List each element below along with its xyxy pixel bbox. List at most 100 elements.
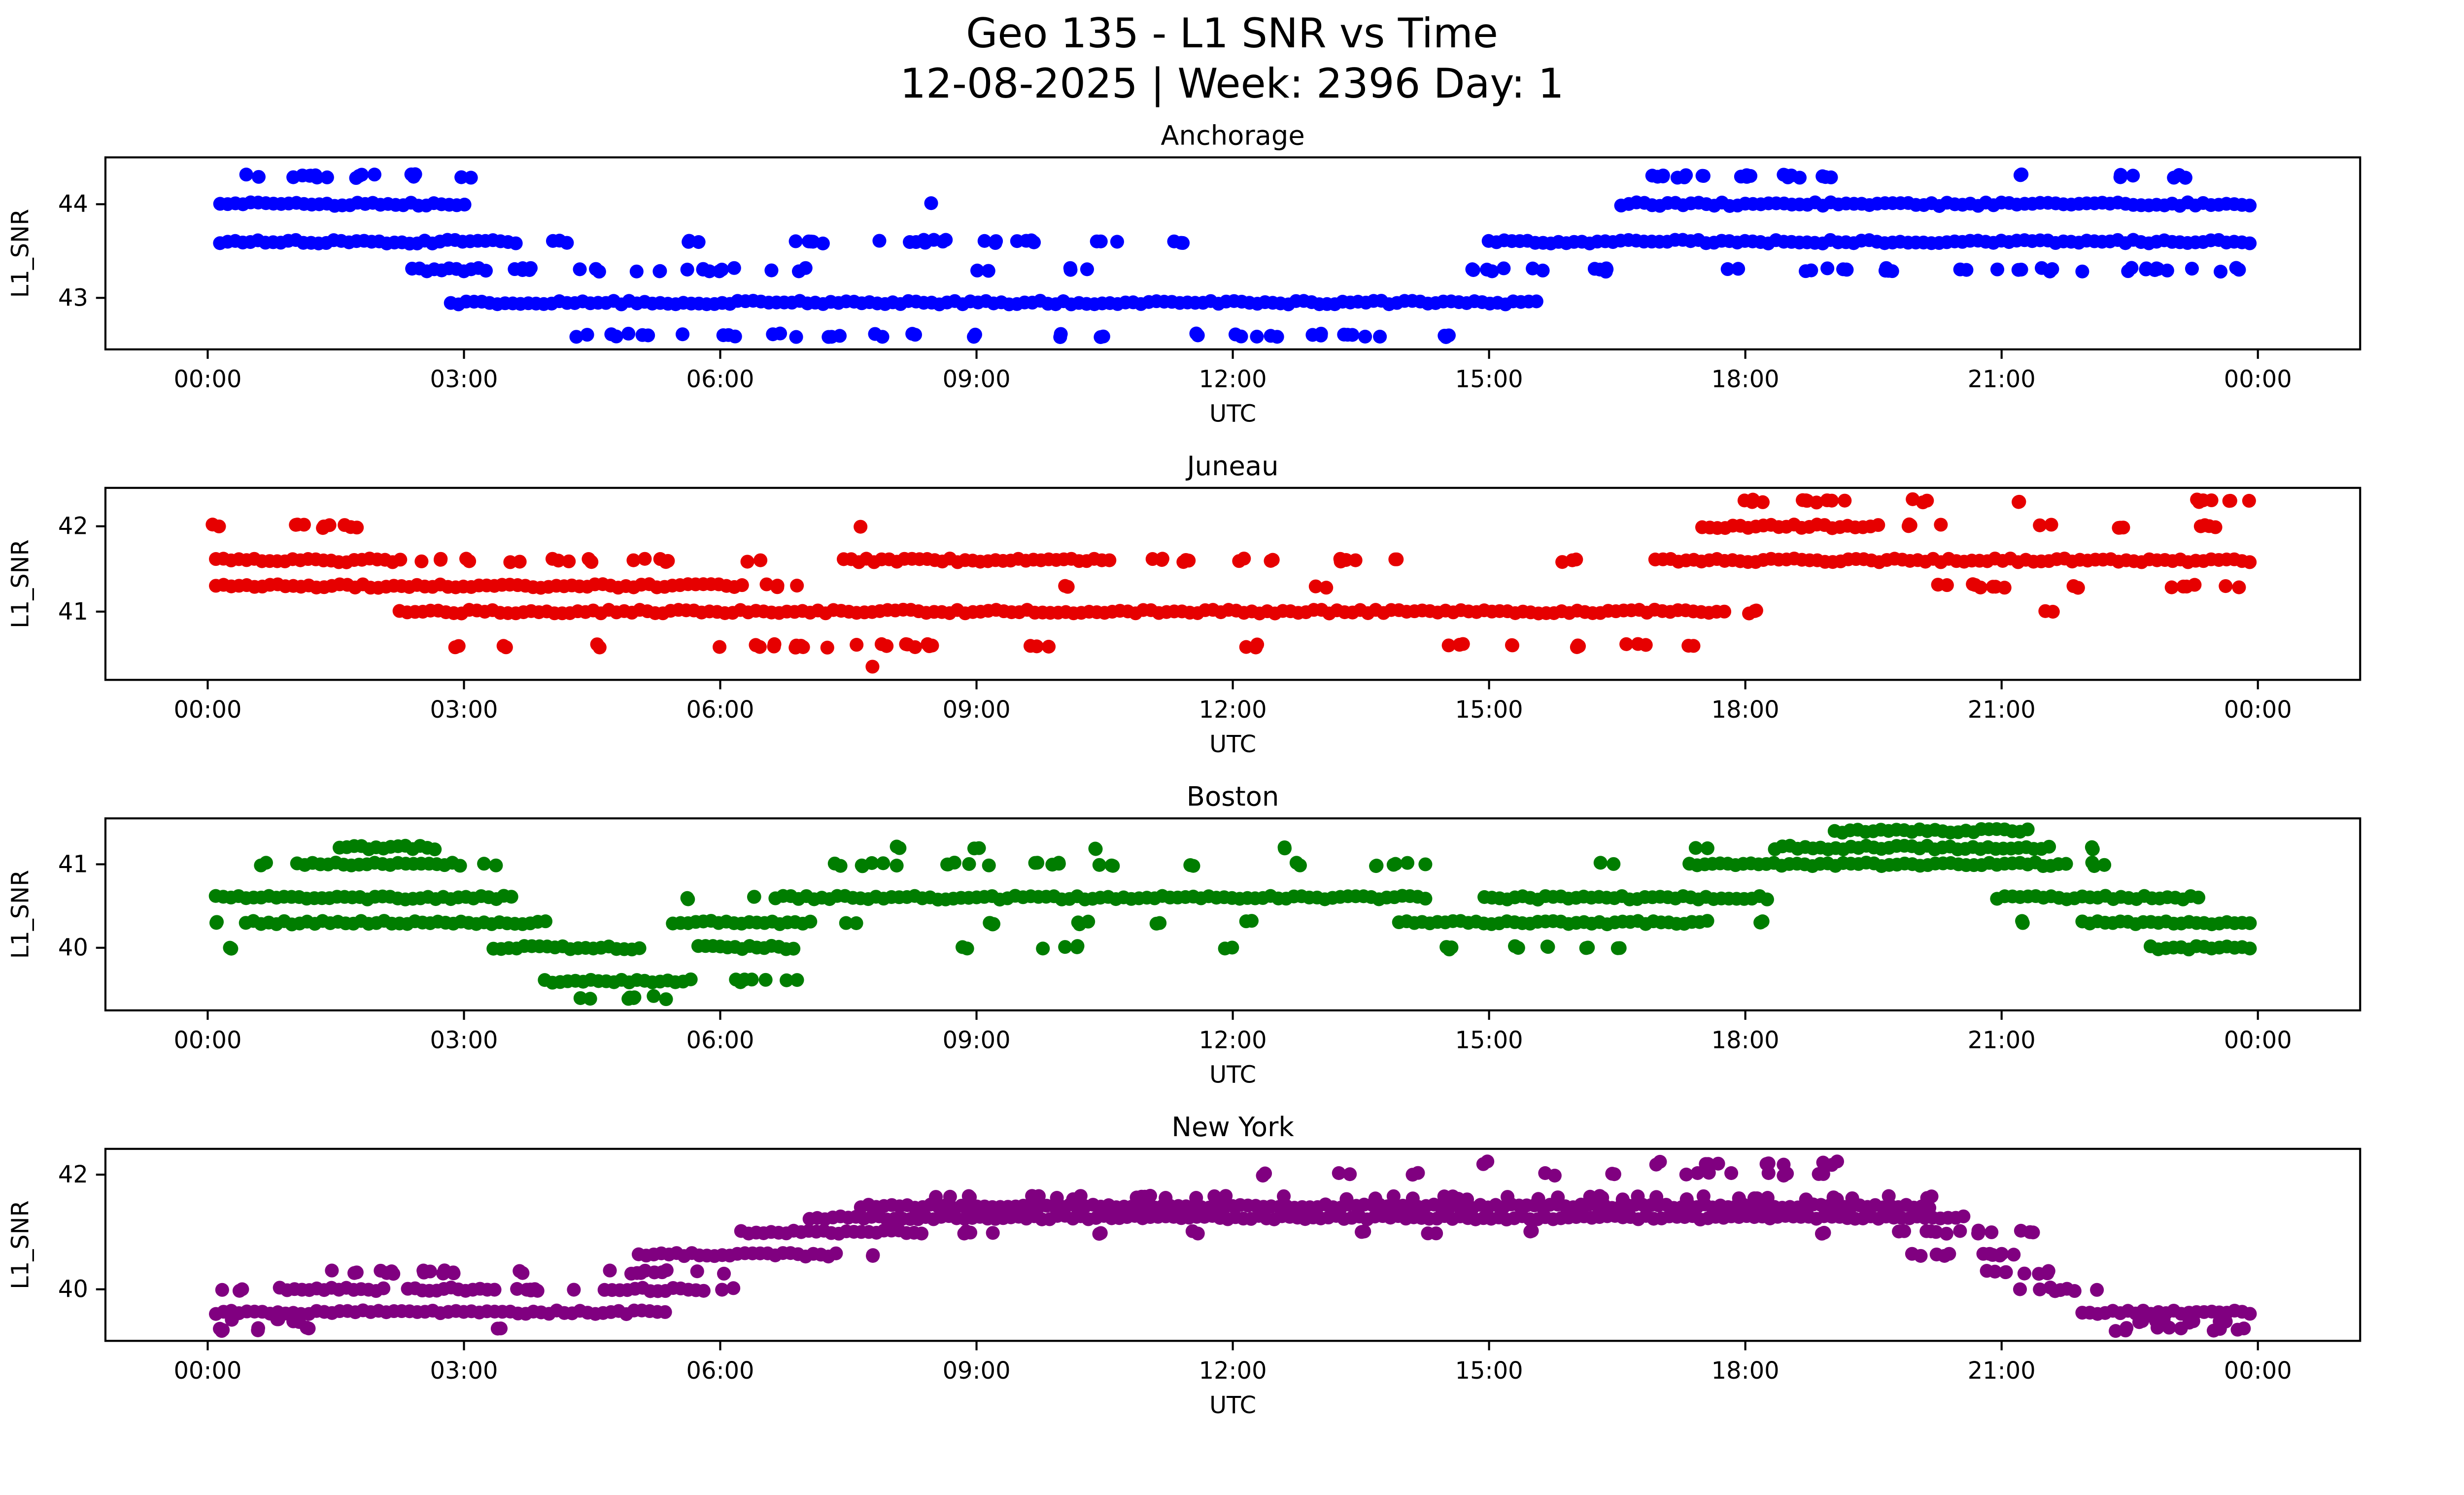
- data-point: [1343, 1167, 1357, 1182]
- data-point: [2132, 1315, 2147, 1329]
- data-point: [2048, 1284, 2062, 1298]
- data-point: [717, 1266, 731, 1281]
- data-point: [338, 518, 352, 532]
- data-point: [1237, 552, 1251, 566]
- data-point: [286, 1314, 301, 1328]
- data-point: [629, 264, 644, 278]
- data-point: [1985, 1225, 1999, 1240]
- x-tick-label: 06:00: [686, 1357, 754, 1385]
- data-point: [1439, 940, 1454, 954]
- data-point: [2162, 1321, 2176, 1335]
- data-point: [1650, 170, 1665, 184]
- data-point: [2075, 264, 2089, 278]
- data-point: [316, 521, 330, 535]
- data-point: [854, 520, 868, 534]
- data-point: [489, 858, 503, 872]
- data-point: [986, 1226, 1000, 1240]
- data-point: [1110, 235, 1124, 249]
- data-point: [367, 168, 381, 182]
- subplot-title: Anchorage: [1161, 120, 1304, 151]
- data-point: [2033, 1282, 2047, 1296]
- data-point: [1480, 262, 1494, 277]
- x-tick-label: 15:00: [1455, 696, 1523, 724]
- data-point: [448, 640, 462, 655]
- data-point: [1570, 640, 1584, 654]
- data-point: [2066, 579, 2081, 593]
- data-point: [1810, 495, 1824, 510]
- data-point: [1815, 169, 1830, 183]
- data-point: [1547, 1169, 1562, 1183]
- y-axis-label: L1_SNR: [7, 209, 34, 298]
- data-point: [1966, 577, 1980, 591]
- data-point: [892, 841, 907, 855]
- data-point: [1041, 639, 1056, 654]
- data-point: [604, 327, 618, 342]
- data-point: [967, 841, 982, 856]
- x-tick-label: 03:00: [430, 696, 498, 724]
- data-point: [2176, 579, 2190, 594]
- data-point: [2121, 264, 2135, 278]
- subplot-anchorage: Anchorage L1_SNR UTC 00:00 03:00 06:00 09:00 12…: [7, 120, 2361, 428]
- data-point: [580, 328, 594, 342]
- x-tick-label: 06:00: [686, 366, 754, 393]
- data-point: [917, 233, 931, 247]
- data-point: [214, 1324, 229, 1338]
- data-point: [1465, 262, 1479, 277]
- x-tick-label: 03:00: [430, 1357, 498, 1385]
- data-point: [1155, 552, 1169, 566]
- data-point: [2085, 840, 2099, 854]
- plot-area: [104, 156, 2361, 350]
- data-point: [1688, 841, 1703, 855]
- data-point: [569, 330, 583, 344]
- data-point: [1277, 841, 1292, 856]
- data-point: [632, 941, 647, 955]
- data-point: [866, 1248, 880, 1262]
- data-point: [513, 555, 527, 569]
- data-point: [982, 858, 996, 872]
- data-point: [1555, 555, 1570, 569]
- data-point: [2174, 1321, 2188, 1336]
- data-point: [740, 555, 754, 569]
- data-point: [457, 198, 472, 212]
- data-point: [1308, 579, 1323, 593]
- data-point: [1799, 264, 1813, 278]
- data-point: [791, 264, 806, 278]
- data-point: [1357, 1224, 1371, 1239]
- x-tick-label: 18:00: [1711, 1357, 1780, 1385]
- data-point: [423, 1264, 437, 1279]
- data-point: [1045, 858, 1060, 872]
- data-point: [2120, 1321, 2134, 1335]
- x-axis-label: UTC: [1209, 401, 1256, 428]
- data-point: [780, 973, 794, 987]
- data-point: [1825, 493, 1839, 508]
- x-tick-label: 21:00: [1968, 696, 2036, 724]
- data-point: [1695, 169, 1710, 183]
- data-point: [970, 263, 985, 278]
- x-tick-label: 18:00: [1711, 1027, 1780, 1054]
- data-point: [2219, 579, 2233, 593]
- y-axis-label: L1_SNR: [7, 539, 34, 628]
- data-point: [1631, 637, 1645, 651]
- x-tick-label: 00:00: [173, 1357, 241, 1385]
- data-point: [504, 890, 518, 904]
- data-point: [209, 916, 224, 930]
- data-point: [1838, 493, 1852, 508]
- data-point: [2204, 493, 2219, 508]
- data-point: [1319, 581, 1334, 595]
- data-point: [872, 234, 887, 248]
- data-point: [2041, 1264, 2055, 1278]
- data-point: [1777, 1169, 1791, 1183]
- data-point: [947, 855, 961, 870]
- data-point: [829, 1246, 843, 1260]
- data-point: [2208, 520, 2223, 534]
- data-point: [804, 235, 818, 249]
- data-point: [2229, 261, 2243, 275]
- data-point: [1610, 941, 1625, 955]
- data-point: [251, 170, 266, 184]
- x-tick-label: 00:00: [173, 696, 241, 724]
- x-tick-label: 18:00: [1711, 696, 1780, 724]
- data-point: [2232, 580, 2246, 594]
- scatter-series-juneau: [205, 492, 2257, 674]
- data-point: [1761, 1156, 1776, 1171]
- data-point: [1529, 294, 1543, 309]
